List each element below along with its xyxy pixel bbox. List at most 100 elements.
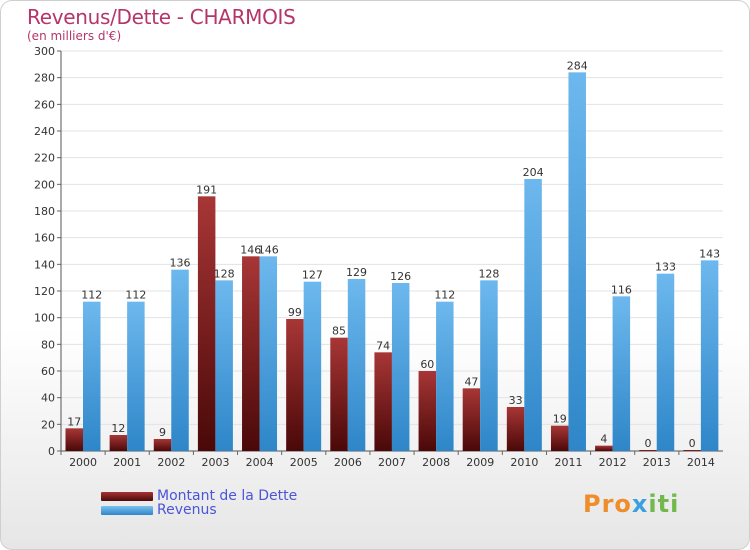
x-tick-label: 2004: [246, 456, 274, 469]
bar-revenus: [303, 281, 322, 451]
proxiti-logo: Proxiti: [583, 490, 680, 518]
data-label-dette: 17: [67, 415, 81, 428]
x-tick-label: 2013: [643, 456, 671, 469]
data-label-revenus: 112: [434, 289, 455, 302]
data-label-revenus: 127: [302, 269, 323, 282]
bar-revenus: [480, 280, 498, 451]
bar-dette: [153, 439, 172, 451]
data-label-revenus: 126: [390, 270, 411, 283]
x-tick-label: 2007: [378, 456, 406, 469]
bar-dette: [462, 388, 481, 451]
data-label-revenus: 128: [478, 267, 499, 280]
bar-dette: [683, 450, 701, 451]
x-tick-label: 2008: [422, 456, 450, 469]
y-tick-label: 140: [34, 258, 55, 271]
bar-revenus: [127, 301, 145, 451]
bar-dette: [418, 371, 437, 451]
data-label-revenus: 112: [81, 289, 102, 302]
y-tick-label: 280: [34, 72, 55, 85]
chart-title: Revenus/Dette - CHARMOIS: [27, 5, 296, 29]
y-tick-label: 120: [34, 285, 55, 298]
x-tick-label: 2010: [510, 456, 538, 469]
bar-revenus: [612, 296, 631, 451]
data-label-dette: 12: [111, 422, 125, 435]
legend-label-revenue: Revenus: [157, 502, 217, 518]
x-tick-label: 2002: [157, 456, 185, 469]
data-label-dette: 0: [644, 437, 651, 450]
bar-dette: [65, 428, 83, 451]
bar-revenus: [83, 301, 101, 451]
data-label-revenus: 133: [655, 261, 676, 274]
legend-swatch-revenue: [101, 505, 153, 515]
data-label-dette: 19: [553, 413, 567, 426]
y-tick-label: 60: [41, 365, 55, 378]
x-tick-label: 2005: [290, 456, 318, 469]
data-label-dette: 74: [376, 339, 390, 352]
bar-revenus: [568, 72, 586, 451]
data-label-revenus: 128: [214, 267, 235, 280]
y-tick-label: 200: [34, 178, 55, 191]
data-label-dette: 146: [240, 243, 261, 256]
y-tick-label: 260: [34, 98, 55, 111]
data-label-dette: 0: [689, 437, 696, 450]
data-label-dette: 99: [288, 306, 302, 319]
y-tick-label: 160: [34, 232, 55, 245]
bar-revenus: [656, 273, 675, 451]
y-tick-label: 220: [34, 152, 55, 165]
bar-revenus: [215, 280, 233, 451]
legend-label-debt: Montant de la Dette: [157, 488, 298, 504]
x-tick-label: 2012: [599, 456, 627, 469]
bar-dette: [506, 407, 525, 451]
x-tick-label: 2014: [687, 456, 715, 469]
data-label-revenus: 204: [523, 166, 544, 179]
bar-revenus: [347, 279, 366, 451]
bar-dette: [595, 445, 613, 451]
data-label-revenus: 143: [699, 247, 720, 260]
data-label-revenus: 284: [567, 59, 588, 72]
y-tick-label: 20: [41, 418, 55, 431]
bar-dette: [374, 352, 392, 451]
bar-dette: [109, 435, 128, 451]
legend-swatch-debt: [101, 491, 153, 501]
x-tick-label: 2011: [555, 456, 583, 469]
bar-dette: [197, 196, 216, 451]
data-label-revenus: 112: [125, 289, 146, 302]
y-tick-label: 0: [48, 445, 55, 458]
x-tick-label: 2000: [69, 456, 97, 469]
legend-item-revenue: Revenus: [101, 502, 217, 518]
data-label-revenus: 136: [170, 257, 191, 270]
bar-revenus: [700, 260, 719, 451]
x-tick-label: 2006: [334, 456, 362, 469]
data-label-dette: 9: [159, 426, 166, 439]
x-tick-label: 2003: [201, 456, 229, 469]
data-label-dette: 47: [464, 375, 478, 388]
data-label-dette: 191: [196, 183, 217, 196]
bar-revenus: [524, 179, 542, 451]
data-label-revenus: 116: [611, 283, 632, 296]
bar-revenus: [436, 301, 454, 451]
bar-dette: [242, 256, 260, 451]
bar-revenus: [259, 256, 278, 451]
bar-dette: [550, 425, 569, 451]
x-tick-label: 2009: [466, 456, 494, 469]
legend-item-debt: Montant de la Dette: [101, 488, 297, 504]
y-tick-label: 300: [34, 45, 55, 58]
data-label-dette: 33: [509, 394, 523, 407]
y-tick-label: 240: [34, 125, 55, 138]
chart-subtitle: (en milliers d'€): [27, 29, 122, 43]
y-tick-label: 100: [34, 312, 55, 325]
data-label-dette: 4: [600, 433, 607, 446]
data-label-revenus: 146: [258, 243, 279, 256]
data-label-dette: 85: [332, 325, 346, 338]
y-tick-label: 180: [34, 205, 55, 218]
data-label-dette: 60: [420, 358, 434, 371]
bar-dette: [639, 450, 657, 451]
y-tick-label: 80: [41, 338, 55, 351]
x-tick-label: 2001: [113, 456, 141, 469]
bar-dette: [286, 319, 304, 451]
y-tick-label: 40: [41, 392, 55, 405]
bar-dette: [330, 337, 348, 451]
bar-revenus: [391, 283, 410, 451]
